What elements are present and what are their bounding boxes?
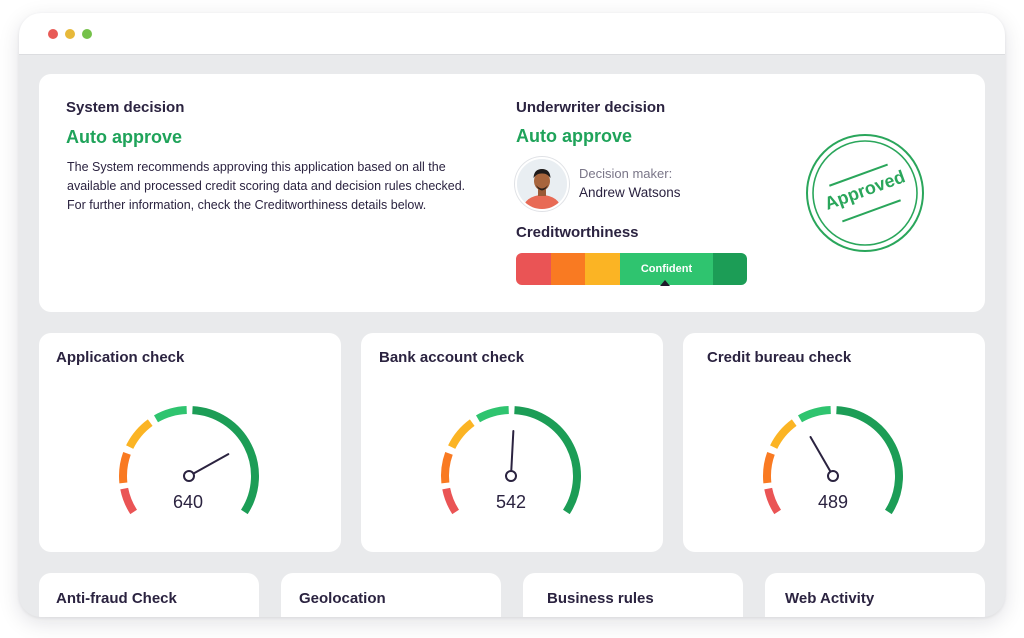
system-decision-result: Auto approve <box>66 127 183 147</box>
description-line: The System recommends approving this app… <box>67 160 446 174</box>
credit-segment-confident: Confident <box>620 253 713 285</box>
check-score: 489 <box>817 492 849 512</box>
gauge-segment <box>448 419 475 449</box>
check-card-title: Bank account check <box>379 349 525 366</box>
creditworthiness-bar: Confident <box>516 253 747 285</box>
score-gauge <box>119 406 259 515</box>
gauge-segment <box>514 406 581 515</box>
gauge-segment <box>154 406 188 423</box>
gauge-needle <box>193 453 230 475</box>
avatar <box>515 157 569 211</box>
bottom-card-title: Geolocation <box>299 590 386 607</box>
gauge-segment <box>192 406 259 515</box>
web-activity-card[interactable]: Web Activity <box>765 573 985 617</box>
gauge-needle <box>510 430 515 472</box>
check-score: 640 <box>172 492 204 512</box>
credit-segment-very-high <box>713 253 747 285</box>
credit-pointer <box>660 280 670 286</box>
score-gauge <box>441 406 581 515</box>
app-window: System decision Auto approve The System … <box>19 13 1005 617</box>
gauge-segment <box>770 419 797 449</box>
minimize-window-button[interactable] <box>65 29 75 39</box>
check-card-title: Credit bureau check <box>707 349 852 366</box>
gauge-segment <box>763 452 775 484</box>
anti-fraud-check-card[interactable]: Anti-fraud Check <box>39 573 259 617</box>
underwriter-decision-result: Auto approve <box>516 126 633 146</box>
bottom-card-title: Web Activity <box>785 590 875 607</box>
underwriter-decision-heading: Underwriter decision <box>516 99 666 116</box>
decision-card: System decision Auto approve The System … <box>39 74 985 312</box>
description-line: For further information, check the Credi… <box>67 198 427 212</box>
window-titlebar <box>19 13 1005 55</box>
business-rules-card[interactable]: Business rules <box>523 573 743 617</box>
gauge-segment <box>442 487 460 515</box>
check-card[interactable]: Bank account check 542 <box>361 333 663 552</box>
gauge-segment <box>476 406 510 423</box>
gauge-segment <box>798 406 832 423</box>
credit-segment-low <box>551 253 585 285</box>
gauge-segment <box>126 419 153 449</box>
decision-maker-name: Andrew Watsons <box>579 185 681 200</box>
bottom-card-title: Business rules <box>547 590 654 607</box>
gauge-needle <box>809 436 831 472</box>
gauge-needle-hub <box>183 470 195 482</box>
decision-maker-label: Decision maker: <box>579 166 673 181</box>
gauge-segment <box>764 487 782 515</box>
maximize-window-button[interactable] <box>82 29 92 39</box>
bottom-card-title: Anti-fraud Check <box>56 590 177 607</box>
check-score: 542 <box>495 492 527 512</box>
gauge-needle-hub <box>505 470 517 482</box>
check-card[interactable]: Credit bureau check 489 <box>683 333 985 552</box>
check-card-title: Application check <box>56 349 185 366</box>
gauge-segment <box>836 406 903 515</box>
credit-segment-medium <box>585 253 620 285</box>
score-gauge <box>763 406 903 515</box>
gauge-segment <box>441 452 453 484</box>
gauge-needle-hub <box>827 470 839 482</box>
geolocation-card[interactable]: Geolocation <box>281 573 501 617</box>
credit-segment-label: Confident <box>640 263 693 275</box>
description-line: available and processed credit scoring d… <box>67 179 466 193</box>
close-window-button[interactable] <box>48 29 58 39</box>
credit-segment-very-low <box>516 253 551 285</box>
gauge-segment <box>120 487 138 515</box>
approved-stamp: Approved <box>804 132 926 254</box>
creditworthiness-heading: Creditworthiness <box>516 224 639 241</box>
system-decision-heading: System decision <box>66 99 185 116</box>
gauge-segment <box>119 452 131 484</box>
check-card[interactable]: Application check 640 <box>39 333 341 552</box>
system-decision-description: The System recommends approving this app… <box>67 158 507 215</box>
